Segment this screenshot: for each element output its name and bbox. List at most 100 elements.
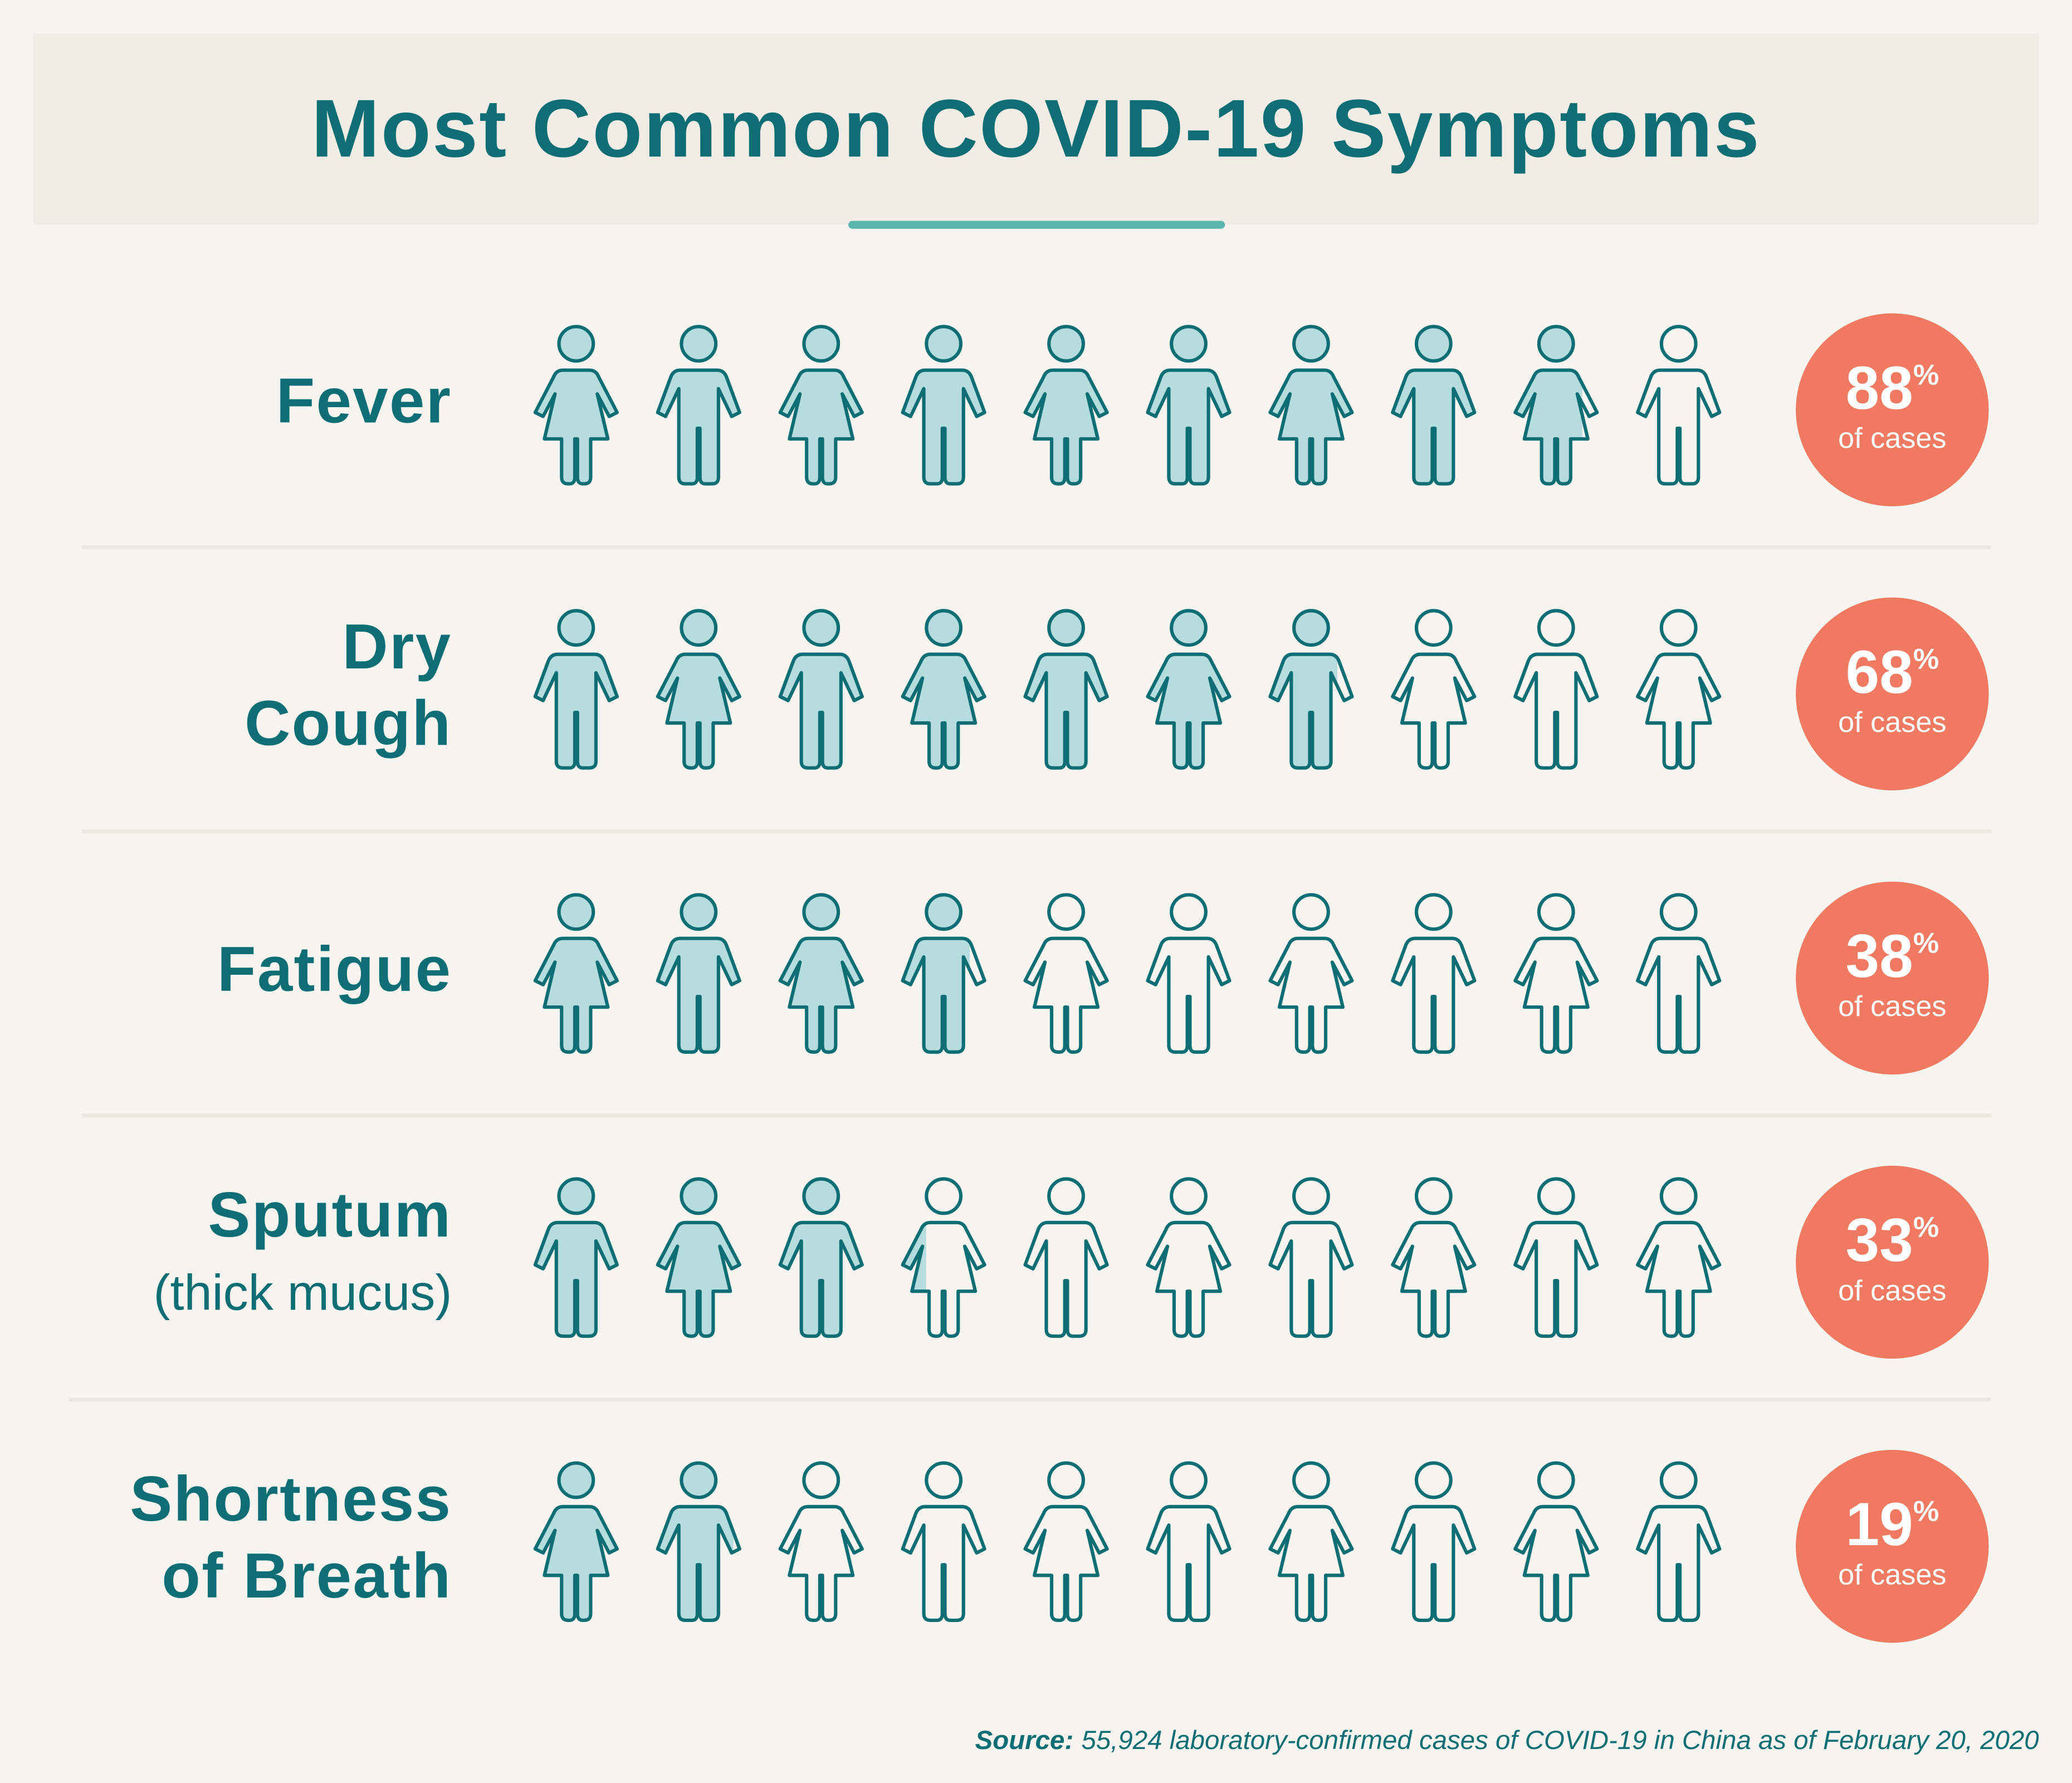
person-icon <box>778 609 864 770</box>
person-icon <box>1268 325 1354 486</box>
person-icon <box>533 1177 619 1338</box>
icon-outline-body <box>1146 1504 1232 1622</box>
icon-outline-head <box>1414 609 1453 647</box>
person-icon <box>1146 893 1232 1054</box>
icon-outline-body <box>1023 652 1109 770</box>
person-icon <box>1023 893 1109 1054</box>
person-icon <box>778 1461 864 1622</box>
person-icon <box>1146 1177 1232 1338</box>
icon-outline-head <box>680 1461 718 1499</box>
value-number: 38 <box>1845 922 1913 990</box>
icon-outline-body <box>778 936 864 1054</box>
person-icon <box>533 893 619 1054</box>
person-icon <box>1268 893 1354 1054</box>
icon-outline-head <box>680 609 718 647</box>
value-unit: % <box>1913 1211 1939 1243</box>
icon-outline-head <box>680 893 718 931</box>
icon-outline-head <box>1659 1177 1698 1215</box>
icon-outline-head <box>1537 325 1575 363</box>
icon-outline-head <box>1047 609 1086 647</box>
icon-outline-body <box>1146 936 1232 1054</box>
icon-outline-body <box>1513 652 1599 770</box>
icon-fill-head <box>1538 326 1573 361</box>
icon-outline-head <box>802 325 840 363</box>
person-icon <box>778 1177 864 1338</box>
value-badge <box>1796 1165 1989 1359</box>
person-icon <box>656 1461 741 1622</box>
person-icon <box>1636 1177 1722 1338</box>
icon-outline-head <box>1537 1177 1575 1215</box>
icon-outline-body <box>1636 1220 1722 1338</box>
icon-outline-body <box>1636 1504 1722 1622</box>
icon-outline-body <box>1023 936 1109 1054</box>
icon-outline-head <box>1537 609 1575 647</box>
icon-outline-body <box>1146 1220 1232 1338</box>
value-label: 38% <box>1845 922 1939 990</box>
icon-fill <box>902 1223 926 1292</box>
icon-outline-head <box>1292 1461 1330 1499</box>
icon-fill-head <box>926 610 961 646</box>
person-icon <box>1023 609 1109 770</box>
icon-outline-body <box>1391 1504 1477 1622</box>
icon-outline-body <box>533 1504 619 1622</box>
person-icon <box>1391 893 1477 1054</box>
icon-outline-head <box>1659 1461 1698 1499</box>
icon-outline-head <box>1170 1461 1208 1499</box>
person-icon <box>901 325 986 486</box>
value-unit: % <box>1913 359 1939 391</box>
category-label: Dry <box>342 612 452 682</box>
person-icon <box>656 1177 741 1338</box>
person-icon <box>1636 609 1722 770</box>
person-icon <box>1636 1461 1722 1622</box>
category-label: Shortness <box>130 1464 452 1535</box>
source-note: Source: 55,924 laboratory-confirmed cases… <box>975 1726 2039 1755</box>
icon-outline-body <box>1391 652 1477 770</box>
value-badge <box>1796 1449 1989 1643</box>
value-note: of cases <box>1838 990 1946 1023</box>
icon-fill-body <box>902 1223 926 1292</box>
icon-fill <box>657 1463 734 1620</box>
icon-outline-body <box>656 1504 741 1622</box>
icon-fill-body <box>902 938 970 1052</box>
icon-outline-body <box>1268 1504 1354 1622</box>
icon-outline-head <box>1659 325 1698 363</box>
icon-fill-head <box>559 1463 594 1498</box>
person-icon <box>1391 1461 1477 1622</box>
icon-outline-head <box>1659 893 1698 931</box>
icon-outline-head <box>680 325 718 363</box>
icon-outline-body <box>778 652 864 770</box>
icon-outline-head <box>925 1461 963 1499</box>
icon-outline-body <box>1391 368 1477 486</box>
value-note: of cases <box>1838 1559 1946 1591</box>
icon-outline-head <box>1292 609 1330 647</box>
icon-outline-body <box>778 1504 864 1622</box>
icon-outline-head <box>802 893 840 931</box>
icon-fill-head <box>926 895 961 930</box>
icon-outline-head <box>1414 893 1453 931</box>
icon-outline-body <box>901 1504 986 1622</box>
icon-fill-head <box>804 1179 839 1214</box>
value-number: 68 <box>1845 638 1913 706</box>
icon-outline-head <box>1170 1177 1208 1215</box>
icon-outline-body <box>1636 652 1722 770</box>
category-label: Sputum <box>208 1180 452 1250</box>
icon-outline-head <box>680 1177 718 1215</box>
category-label: Fatigue <box>217 934 452 1005</box>
icon-outline-head <box>1047 1461 1086 1499</box>
value-unit: % <box>1913 927 1939 959</box>
value-note: of cases <box>1838 422 1946 455</box>
icon-outline-head <box>925 893 963 931</box>
icon-outline-body <box>533 1220 619 1338</box>
icon-fill-body <box>657 1506 734 1620</box>
value-number: 19 <box>1845 1491 1913 1559</box>
icon-fill <box>1270 610 1337 768</box>
person-icon <box>778 325 864 486</box>
person-icon <box>901 1177 986 1338</box>
person-icon <box>1513 609 1599 770</box>
icon-fill-head <box>559 326 594 361</box>
icon-fill-head <box>681 1463 716 1498</box>
person-icon <box>1268 1177 1354 1338</box>
source-text: 55,924 laboratory-confirmed cases of COV… <box>1081 1726 2039 1755</box>
icon-fill-head <box>1171 326 1206 361</box>
icon-outline-body <box>901 936 986 1054</box>
